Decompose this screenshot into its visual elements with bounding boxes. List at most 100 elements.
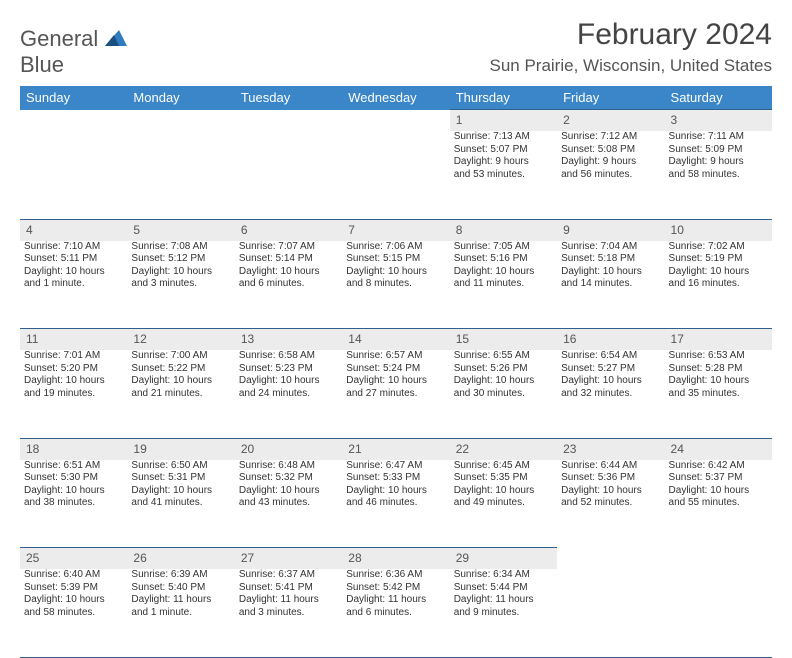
sunrise-text: Sunrise: 7:01 AM (24, 350, 123, 363)
day-number: 6 (235, 219, 342, 241)
calendar-cell: Sunrise: 7:10 AMSunset: 5:11 PMDaylight:… (20, 241, 127, 329)
day-number: 29 (450, 548, 557, 570)
daynum-row: 123 (20, 110, 772, 132)
daylight-text: and 14 minutes. (561, 278, 660, 291)
daylight-text: and 52 minutes. (561, 497, 660, 510)
day-header-row: SundayMondayTuesdayWednesdayThursdayFrid… (20, 86, 772, 110)
sunrise-text: Sunrise: 6:40 AM (24, 569, 123, 582)
calendar-cell: Sunrise: 6:47 AMSunset: 5:33 PMDaylight:… (342, 460, 449, 548)
sunrise-text: Sunrise: 7:11 AM (669, 131, 768, 144)
daylight-text: Daylight: 9 hours (454, 156, 553, 169)
daylight-text: Daylight: 10 hours (24, 594, 123, 607)
daylight-text: Daylight: 10 hours (561, 266, 660, 279)
sunrise-text: Sunrise: 7:05 AM (454, 241, 553, 254)
calendar-cell: Sunrise: 6:36 AMSunset: 5:42 PMDaylight:… (342, 569, 449, 657)
sunrise-text: Sunrise: 6:36 AM (346, 569, 445, 582)
daylight-text: and 1 minute. (24, 278, 123, 291)
sunrise-text: Sunrise: 6:44 AM (561, 460, 660, 473)
sunset-text: Sunset: 5:24 PM (346, 363, 445, 376)
day-number: 4 (20, 219, 127, 241)
sunrise-text: Sunrise: 6:48 AM (239, 460, 338, 473)
daylight-text: Daylight: 10 hours (24, 266, 123, 279)
calendar-cell: Sunrise: 6:40 AMSunset: 5:39 PMDaylight:… (20, 569, 127, 657)
daylight-text: and 8 minutes. (346, 278, 445, 291)
daylight-text: and 32 minutes. (561, 388, 660, 401)
sunset-text: Sunset: 5:19 PM (669, 253, 768, 266)
sunset-text: Sunset: 5:15 PM (346, 253, 445, 266)
sunset-text: Sunset: 5:07 PM (454, 144, 553, 157)
location: Sun Prairie, Wisconsin, United States (489, 56, 772, 76)
day-header: Wednesday (342, 86, 449, 110)
sunrise-text: Sunrise: 7:08 AM (131, 241, 230, 254)
daylight-text: Daylight: 11 hours (131, 594, 230, 607)
day-number (127, 110, 234, 132)
day-number: 1 (450, 110, 557, 132)
sunset-text: Sunset: 5:28 PM (669, 363, 768, 376)
sunset-text: Sunset: 5:22 PM (131, 363, 230, 376)
calendar-cell: Sunrise: 6:37 AMSunset: 5:41 PMDaylight:… (235, 569, 342, 657)
sunrise-text: Sunrise: 6:57 AM (346, 350, 445, 363)
daylight-text: and 41 minutes. (131, 497, 230, 510)
calendar-cell: Sunrise: 6:50 AMSunset: 5:31 PMDaylight:… (127, 460, 234, 548)
calendar-cell: Sunrise: 6:55 AMSunset: 5:26 PMDaylight:… (450, 350, 557, 438)
day-number: 17 (665, 329, 772, 351)
calendar-cell: Sunrise: 7:05 AMSunset: 5:16 PMDaylight:… (450, 241, 557, 329)
sunrise-text: Sunrise: 6:45 AM (454, 460, 553, 473)
day-number: 19 (127, 438, 234, 460)
calendar-cell: Sunrise: 7:13 AMSunset: 5:07 PMDaylight:… (450, 131, 557, 219)
daylight-text: Daylight: 10 hours (669, 266, 768, 279)
day-number (665, 548, 772, 570)
sunset-text: Sunset: 5:08 PM (561, 144, 660, 157)
day-number: 13 (235, 329, 342, 351)
header: General Blue February 2024 Sun Prairie, … (20, 18, 772, 78)
sunrise-text: Sunrise: 6:39 AM (131, 569, 230, 582)
calendar-cell: Sunrise: 7:00 AMSunset: 5:22 PMDaylight:… (127, 350, 234, 438)
day-number: 8 (450, 219, 557, 241)
calendar-cell (557, 569, 664, 657)
calendar-cell: Sunrise: 7:01 AMSunset: 5:20 PMDaylight:… (20, 350, 127, 438)
daylight-text: Daylight: 10 hours (454, 375, 553, 388)
day-number: 16 (557, 329, 664, 351)
sunset-text: Sunset: 5:32 PM (239, 472, 338, 485)
day-number: 23 (557, 438, 664, 460)
daylight-text: Daylight: 10 hours (669, 375, 768, 388)
daylight-text: Daylight: 10 hours (454, 266, 553, 279)
calendar-row: Sunrise: 7:01 AMSunset: 5:20 PMDaylight:… (20, 350, 772, 438)
daylight-text: Daylight: 10 hours (131, 266, 230, 279)
calendar-cell: Sunrise: 6:39 AMSunset: 5:40 PMDaylight:… (127, 569, 234, 657)
daylight-text: and 56 minutes. (561, 169, 660, 182)
sunset-text: Sunset: 5:33 PM (346, 472, 445, 485)
daylight-text: Daylight: 10 hours (346, 375, 445, 388)
sunset-text: Sunset: 5:35 PM (454, 472, 553, 485)
day-number (235, 110, 342, 132)
daynum-row: 2526272829 (20, 548, 772, 570)
daylight-text: and 46 minutes. (346, 497, 445, 510)
sunrise-text: Sunrise: 6:37 AM (239, 569, 338, 582)
sunset-text: Sunset: 5:27 PM (561, 363, 660, 376)
daylight-text: Daylight: 10 hours (346, 485, 445, 498)
daylight-text: Daylight: 10 hours (346, 266, 445, 279)
day-number (557, 548, 664, 570)
calendar-cell: Sunrise: 6:57 AMSunset: 5:24 PMDaylight:… (342, 350, 449, 438)
daylight-text: Daylight: 10 hours (454, 485, 553, 498)
sunrise-text: Sunrise: 7:13 AM (454, 131, 553, 144)
day-number: 11 (20, 329, 127, 351)
daynum-row: 45678910 (20, 219, 772, 241)
day-header: Sunday (20, 86, 127, 110)
day-number: 2 (557, 110, 664, 132)
daylight-text: and 38 minutes. (24, 497, 123, 510)
calendar-cell: Sunrise: 7:11 AMSunset: 5:09 PMDaylight:… (665, 131, 772, 219)
sunset-text: Sunset: 5:44 PM (454, 582, 553, 595)
calendar-cell: Sunrise: 6:42 AMSunset: 5:37 PMDaylight:… (665, 460, 772, 548)
day-number: 26 (127, 548, 234, 570)
day-number: 21 (342, 438, 449, 460)
sunrise-text: Sunrise: 7:06 AM (346, 241, 445, 254)
day-number: 7 (342, 219, 449, 241)
calendar-cell: Sunrise: 7:12 AMSunset: 5:08 PMDaylight:… (557, 131, 664, 219)
calendar-cell (20, 131, 127, 219)
sunset-text: Sunset: 5:23 PM (239, 363, 338, 376)
daylight-text: Daylight: 11 hours (239, 594, 338, 607)
day-number: 27 (235, 548, 342, 570)
daylight-text: and 16 minutes. (669, 278, 768, 291)
title-block: February 2024 Sun Prairie, Wisconsin, Un… (489, 18, 772, 76)
